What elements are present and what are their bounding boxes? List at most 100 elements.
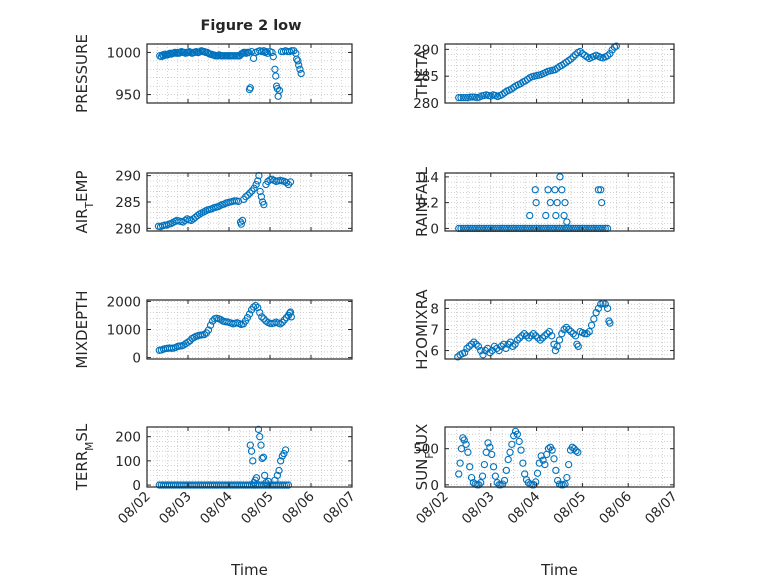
data-point — [569, 330, 577, 338]
data-point — [461, 93, 470, 102]
data-point — [260, 200, 268, 209]
data-point — [252, 180, 260, 189]
data-point — [258, 454, 266, 463]
data-point — [499, 340, 508, 348]
axes-box — [146, 43, 353, 104]
data-point — [484, 439, 492, 447]
data-point — [243, 314, 252, 322]
data-point — [256, 187, 264, 196]
data-point — [556, 173, 564, 181]
y-tick-label: 290 — [413, 42, 439, 58]
data-point — [544, 186, 552, 194]
series-markers — [155, 425, 293, 489]
data-point — [286, 309, 294, 317]
data-point — [247, 447, 256, 455]
data-point — [294, 57, 302, 65]
data-point — [509, 342, 517, 351]
data-point — [506, 448, 514, 456]
data-point — [276, 320, 284, 328]
data-point — [606, 50, 614, 58]
data-point — [569, 53, 577, 61]
data-point — [597, 186, 605, 194]
data-point — [574, 342, 582, 351]
y-tick-label: 0 — [132, 351, 141, 367]
data-point — [257, 441, 265, 449]
y-axis-label: PRESSURE — [73, 34, 91, 113]
data-point — [297, 69, 305, 78]
data-point — [296, 65, 304, 73]
data-point — [271, 65, 279, 73]
data-point — [592, 308, 600, 317]
data-point — [541, 460, 549, 469]
data-point — [612, 42, 620, 50]
subplot-mixdepth: 0 1000 2000 MIXDEPTH — [73, 290, 353, 369]
data-point — [280, 449, 288, 458]
data-point — [603, 304, 612, 313]
y-tick-label: 0.2 — [418, 196, 439, 212]
data-point — [184, 338, 192, 346]
data-point — [483, 344, 492, 353]
data-point — [545, 327, 554, 336]
data-point — [585, 327, 593, 336]
y-tick-label: 0.4 — [418, 170, 439, 186]
data-point — [237, 220, 245, 228]
data-point — [489, 463, 498, 471]
data-point — [260, 315, 268, 323]
data-point — [546, 198, 554, 207]
y-axis-label: MIXDEPTH — [73, 290, 91, 368]
y-tick-label: 7 — [430, 323, 439, 339]
data-point — [268, 48, 276, 57]
data-point — [529, 330, 538, 338]
data-point — [275, 466, 283, 475]
data-point — [477, 346, 485, 355]
data-point — [551, 346, 560, 355]
y-tick-label: 8 — [430, 301, 439, 317]
data-point — [502, 344, 510, 353]
y-tick-label: 2000 — [107, 294, 141, 310]
subplot-pressure: 950 1000 PRESSURE — [73, 34, 353, 113]
data-point — [254, 177, 262, 185]
y-tick-label: 285 — [413, 69, 439, 85]
data-point — [581, 330, 589, 338]
data-point — [230, 197, 238, 205]
y-tick-label: 100 — [115, 454, 141, 470]
data-point — [522, 332, 531, 340]
data-point — [515, 437, 523, 446]
data-point — [551, 186, 559, 194]
data-point — [245, 48, 253, 57]
y-axis-label: AIRTEMP — [73, 171, 96, 234]
data-point — [562, 323, 571, 332]
data-point — [513, 430, 522, 438]
y-tick-label: 285 — [115, 195, 141, 211]
y-axis-label: TERRMSL — [73, 423, 96, 491]
data-point — [250, 184, 258, 192]
data-point — [519, 459, 527, 467]
data-point — [497, 342, 505, 351]
data-point — [490, 342, 499, 351]
data-point — [525, 334, 533, 342]
data-point — [252, 474, 261, 482]
data-point — [488, 450, 496, 459]
data-point — [280, 316, 288, 324]
subplot-air_temp: 280 285 290 AIRTEMP — [73, 169, 353, 237]
data-point — [457, 445, 466, 453]
data-point — [196, 47, 204, 56]
data-point — [558, 186, 566, 194]
data-point — [516, 334, 524, 342]
data-point — [533, 469, 542, 477]
data-point — [286, 178, 295, 186]
data-point — [245, 310, 254, 318]
data-point — [590, 315, 598, 323]
data-point — [513, 336, 522, 344]
data-point — [603, 52, 612, 60]
y-tick-label: 1000 — [107, 323, 141, 339]
data-point — [563, 473, 571, 482]
data-point — [486, 349, 494, 357]
data-point — [262, 317, 270, 325]
data-point — [510, 432, 518, 440]
data-point — [282, 481, 291, 489]
y-axis-label: H2OMIXRA — [413, 289, 431, 370]
y-tick-label: 280 — [115, 221, 141, 237]
data-point — [465, 342, 473, 351]
y-tick-label: 290 — [115, 169, 141, 185]
